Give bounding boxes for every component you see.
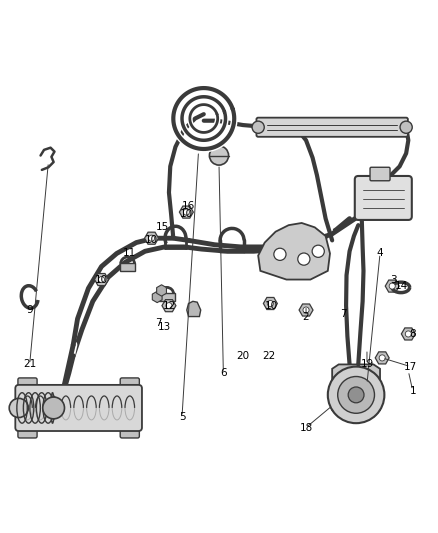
Text: 22: 22 [262, 351, 276, 361]
Text: 10: 10 [95, 274, 108, 285]
Text: 10: 10 [180, 209, 193, 219]
Text: 7: 7 [155, 318, 161, 328]
Text: 6: 6 [220, 368, 226, 378]
FancyBboxPatch shape [256, 118, 408, 137]
Circle shape [184, 209, 189, 215]
Circle shape [328, 367, 385, 423]
Circle shape [298, 253, 310, 265]
FancyBboxPatch shape [355, 176, 412, 220]
Text: 7: 7 [340, 309, 346, 319]
Circle shape [338, 376, 374, 413]
Circle shape [312, 245, 324, 257]
Polygon shape [258, 223, 330, 279]
Text: 21: 21 [23, 359, 36, 369]
Circle shape [166, 303, 172, 309]
Text: 9: 9 [26, 305, 33, 315]
Circle shape [267, 301, 273, 306]
Circle shape [9, 398, 28, 417]
Circle shape [379, 355, 385, 361]
Text: 20: 20 [237, 351, 250, 361]
Text: 8: 8 [410, 329, 416, 339]
Text: 15: 15 [156, 222, 169, 232]
Text: 10: 10 [265, 301, 278, 311]
Polygon shape [187, 301, 201, 317]
Text: 18: 18 [300, 423, 313, 433]
FancyBboxPatch shape [159, 294, 175, 301]
Text: 17: 17 [404, 361, 417, 372]
Text: 19: 19 [360, 359, 374, 369]
Text: 4: 4 [377, 248, 383, 259]
Circle shape [99, 277, 105, 282]
Circle shape [348, 387, 364, 403]
Circle shape [303, 307, 309, 313]
Circle shape [209, 146, 229, 165]
Circle shape [389, 283, 395, 289]
Circle shape [43, 397, 64, 419]
FancyBboxPatch shape [18, 378, 37, 438]
FancyBboxPatch shape [15, 385, 142, 431]
Polygon shape [332, 365, 380, 417]
Text: 3: 3 [390, 274, 396, 285]
FancyBboxPatch shape [120, 263, 135, 271]
Text: 16: 16 [182, 200, 195, 211]
Text: 2: 2 [303, 312, 309, 321]
FancyBboxPatch shape [370, 167, 390, 181]
Text: 14: 14 [395, 281, 408, 291]
Text: 11: 11 [123, 248, 136, 259]
Text: 12: 12 [162, 301, 176, 311]
Text: 10: 10 [145, 236, 158, 245]
Circle shape [400, 121, 412, 133]
FancyBboxPatch shape [120, 378, 139, 438]
Text: 13: 13 [158, 322, 171, 333]
Circle shape [405, 331, 411, 337]
Text: 1: 1 [410, 385, 416, 395]
Circle shape [274, 248, 286, 261]
Circle shape [252, 121, 264, 133]
Circle shape [148, 235, 155, 241]
Text: 5: 5 [179, 411, 185, 422]
